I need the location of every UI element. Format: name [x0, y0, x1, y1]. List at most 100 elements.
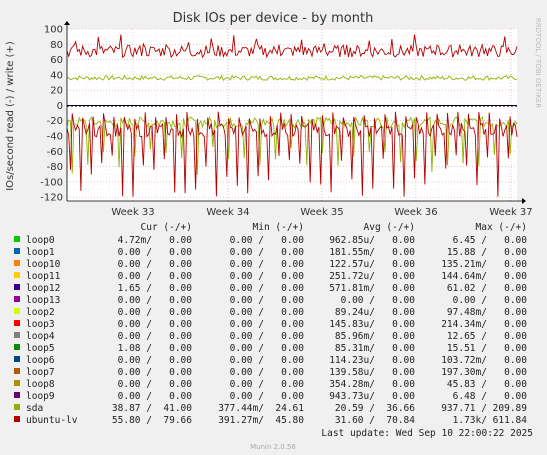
- legend-max: 0.00 / 0.00: [453, 295, 528, 306]
- chart-title: Disk IOs per device - by month: [173, 11, 374, 26]
- legend-min: 0.00 / 0.00: [230, 391, 305, 402]
- legend-max: 6.48 / 0.00: [453, 391, 528, 402]
- legend-name: loop5: [26, 343, 55, 354]
- munin-footer: Munin 2.0.56: [250, 443, 296, 451]
- last-update: Last update: Wed Sep 10 22:00:22 2025: [321, 428, 533, 439]
- y-tick-label: -20: [47, 116, 63, 127]
- legend-avg: 139.58u/ 0.00: [329, 367, 415, 378]
- legend-swatch-loop10: [14, 260, 20, 266]
- plot-area: [67, 29, 517, 201]
- legend-header-max: Max (-/+): [476, 222, 527, 233]
- legend-swatch-loop4: [14, 332, 20, 338]
- legend-swatch-loop0: [14, 236, 20, 242]
- legend-min: 391.27m/ 45.80: [218, 415, 304, 426]
- legend-min: 0.00 / 0.00: [230, 331, 305, 342]
- y-axis-arrow: [64, 21, 70, 25]
- legend-max: 15.51 / 0.00: [447, 343, 527, 354]
- legend-swatch-ubuntu-lv: [14, 416, 20, 422]
- legend-max: 135.21m/ 0.00: [441, 259, 527, 270]
- legend-name: loop10: [26, 259, 61, 270]
- y-tick-label: 0: [57, 101, 63, 112]
- legend-header-min: Min (-/+): [253, 222, 304, 233]
- legend-min: 0.00 / 0.00: [230, 355, 305, 366]
- legend-swatch-loop7: [14, 368, 20, 374]
- legend-min: 0.00 / 0.00: [230, 259, 305, 270]
- legend-min: 0.00 / 0.00: [230, 307, 305, 318]
- legend-cur: 4.72m/ 0.00: [118, 235, 193, 246]
- legend-header-avg: Avg (-/+): [364, 222, 415, 233]
- legend-header-cur: Cur (-/+): [141, 222, 192, 233]
- legend-min: 0.00 / 0.00: [230, 319, 305, 330]
- legend-swatch-loop11: [14, 272, 20, 278]
- legend-swatch-loop12: [14, 284, 20, 290]
- series-ubuntu-lv-read: [66, 111, 518, 197]
- legend-cur: 0.00 / 0.00: [118, 391, 193, 402]
- legend-min: 0.00 / 0.00: [230, 295, 305, 306]
- legend-avg: 85.31m/ 0.00: [335, 343, 415, 354]
- legend-avg: 571.81m/ 0.00: [329, 283, 415, 294]
- legend-name: loop6: [26, 355, 55, 366]
- legend-avg: 31.60 / 70.84: [335, 415, 415, 426]
- legend-name: sda: [26, 403, 43, 414]
- x-tick-label: Week 36: [394, 207, 437, 218]
- legend-max: 144.64m/ 0.00: [441, 271, 527, 282]
- legend-min: 0.00 / 0.00: [230, 343, 305, 354]
- legend-swatch-loop2: [14, 308, 20, 314]
- legend-name: loop7: [26, 367, 55, 378]
- y-tick-label: 20: [50, 86, 63, 97]
- legend-avg: 943.73u/ 0.00: [329, 391, 415, 402]
- legend-cur: 38.87 / 41.00: [112, 403, 192, 414]
- legend-max: 45.83 / 0.00: [447, 379, 527, 390]
- legend-name: loop9: [26, 391, 55, 402]
- legend-swatch-sda: [14, 404, 20, 410]
- rrdtool-credit: RRDTOOL / TOBI OETIKER: [534, 18, 542, 108]
- legend-name: loop13: [26, 295, 60, 306]
- y-tick-label: 60: [50, 55, 63, 66]
- legend-max: 197.30m/ 0.00: [441, 367, 527, 378]
- legend-avg: 962.85u/ 0.00: [329, 235, 415, 246]
- y-tick-label: 40: [50, 70, 63, 81]
- legend-max: 6.45 / 0.00: [453, 235, 528, 246]
- legend-max: 97.48m/ 0.00: [447, 307, 527, 318]
- legend-swatch-loop3: [14, 320, 20, 326]
- legend-swatch-loop1: [14, 248, 20, 254]
- legend-avg: 85.96m/ 0.00: [335, 331, 415, 342]
- legend-name: loop3: [26, 319, 55, 330]
- y-tick-label: 80: [50, 40, 63, 51]
- legend-name: loop2: [26, 307, 55, 318]
- legend-max: 15.88 / 0.00: [447, 247, 527, 258]
- legend-name: loop1: [26, 247, 55, 258]
- legend-max: 937.71 / 209.89: [441, 403, 527, 414]
- legend-avg: 145.83u/ 0.00: [329, 319, 415, 330]
- series-ubuntu-lv-write: [66, 34, 518, 59]
- x-tick-label: Week 33: [111, 207, 154, 218]
- legend-cur: 0.00 / 0.00: [118, 247, 193, 258]
- legend-max: 61.02 / 0.00: [447, 283, 527, 294]
- legend-min: 377.44m/ 24.61: [218, 403, 304, 414]
- y-tick-label: 100: [44, 25, 63, 36]
- series-sda-read: [66, 115, 518, 175]
- legend-max: 103.72m/ 0.00: [441, 355, 527, 366]
- legend-cur: 0.00 / 0.00: [118, 295, 193, 306]
- x-axis-arrow: [522, 198, 526, 204]
- legend-swatch-loop5: [14, 344, 20, 350]
- legend-cur: 0.00 / 0.00: [118, 331, 193, 342]
- legend-cur: 0.00 / 0.00: [118, 271, 193, 282]
- x-tick-label: Week 35: [300, 207, 343, 218]
- legend-avg: 251.72u/ 0.00: [329, 271, 415, 282]
- legend-name: loop4: [26, 331, 55, 342]
- legend-avg: 122.57u/ 0.00: [329, 259, 415, 270]
- y-tick-label: -40: [47, 132, 63, 143]
- y-tick-label: -60: [47, 147, 63, 158]
- series-sda-write: [66, 74, 518, 81]
- legend-avg: 20.59 / 36.66: [335, 403, 415, 414]
- legend-avg: 181.55m/ 0.00: [329, 247, 415, 258]
- legend-cur: 0.00 / 0.00: [118, 307, 193, 318]
- legend-swatch-loop13: [14, 296, 20, 302]
- legend-max: 214.34m/ 0.00: [441, 319, 527, 330]
- legend-name: loop8: [26, 379, 55, 390]
- legend-min: 0.00 / 0.00: [230, 379, 305, 390]
- legend-name: loop11: [26, 271, 61, 282]
